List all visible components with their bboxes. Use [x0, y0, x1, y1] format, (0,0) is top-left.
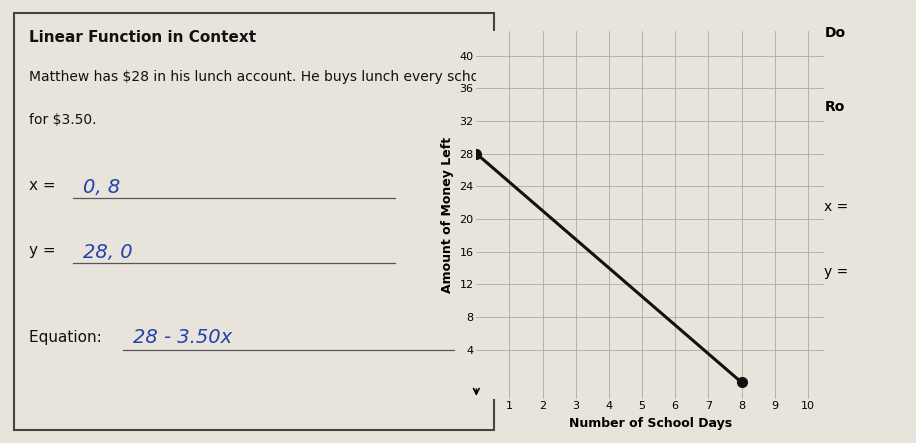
X-axis label: Number of School Days: Number of School Days — [569, 417, 732, 430]
Text: Linear Function in Context: Linear Function in Context — [29, 31, 256, 46]
Text: 0, 8: 0, 8 — [83, 178, 121, 197]
Text: 28 - 3.50x: 28 - 3.50x — [133, 328, 232, 347]
Text: Matthew has $28 in his lunch account. He buys lunch every school day: Matthew has $28 in his lunch account. He… — [29, 70, 521, 84]
Y-axis label: Amount of Money Left: Amount of Money Left — [441, 137, 453, 293]
Text: y =: y = — [824, 265, 848, 279]
Text: Ro: Ro — [824, 100, 845, 114]
Text: y =: y = — [29, 243, 60, 258]
Text: for $3.50.: for $3.50. — [29, 113, 96, 127]
Text: 28, 0: 28, 0 — [83, 243, 133, 262]
Text: x =: x = — [29, 178, 60, 193]
Text: Equation:: Equation: — [29, 330, 106, 345]
Text: Do: Do — [824, 26, 845, 40]
Text: x =: x = — [824, 200, 848, 214]
